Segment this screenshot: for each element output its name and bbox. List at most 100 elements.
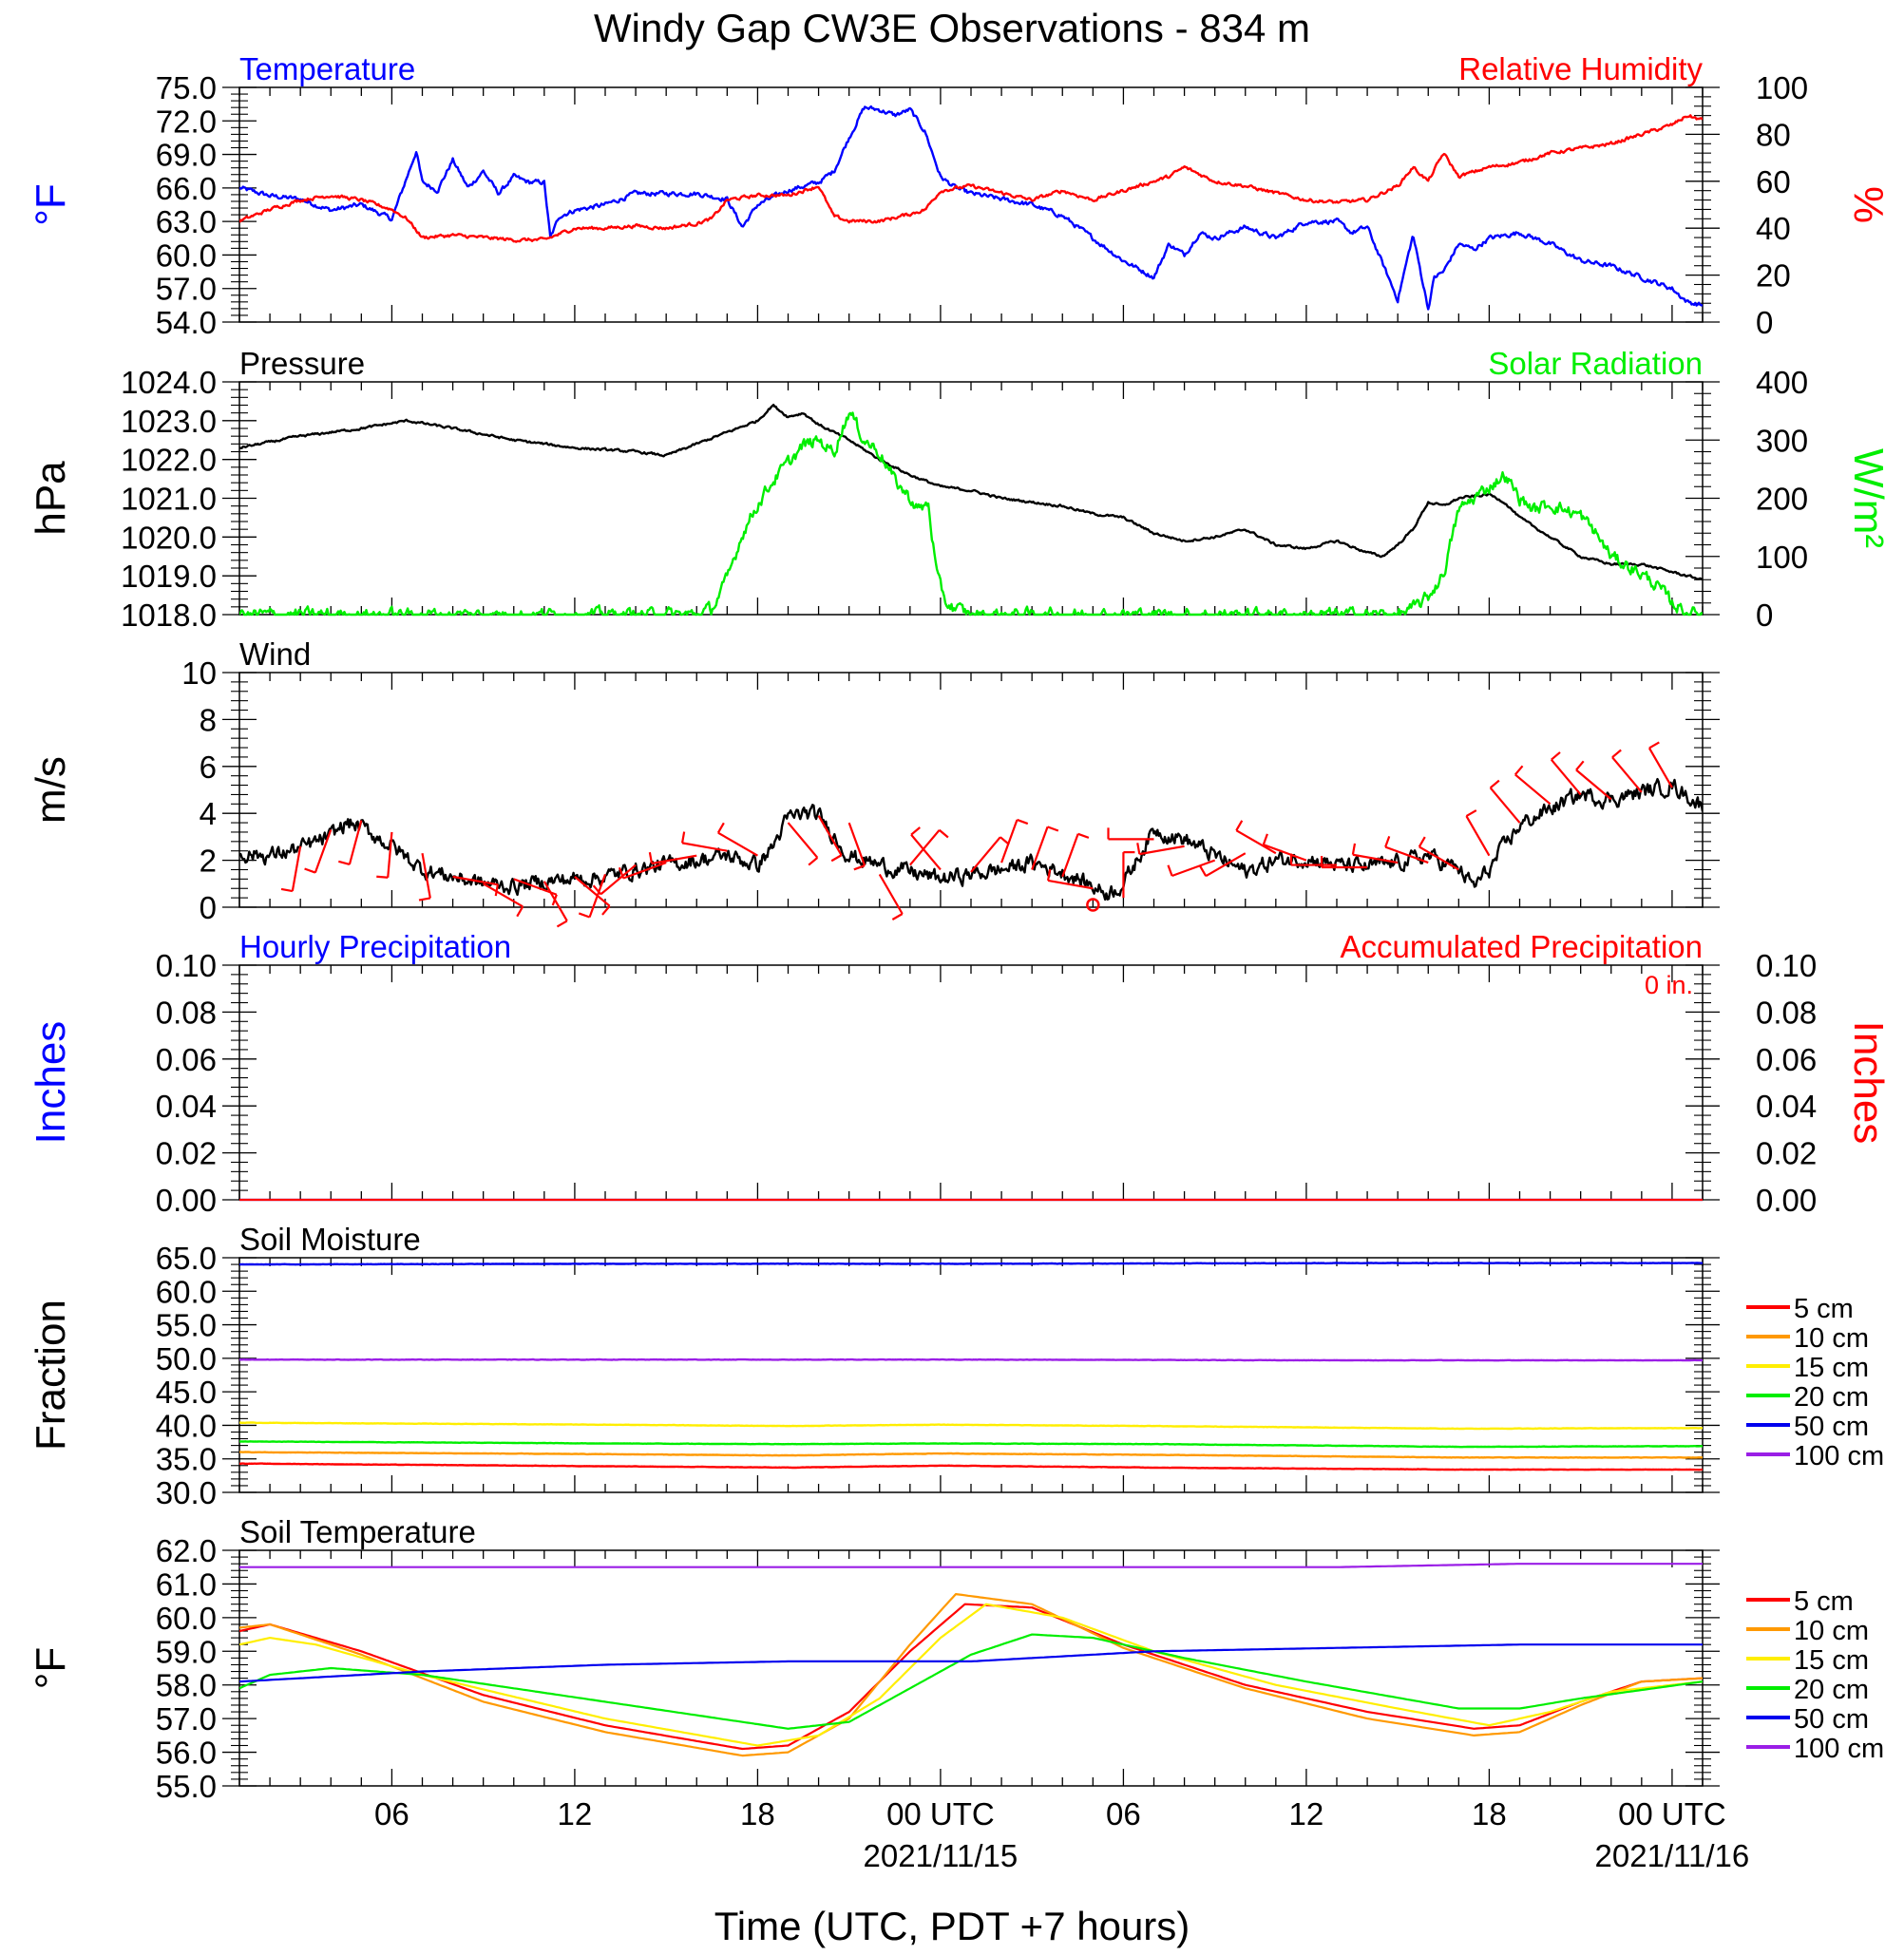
y-tick-label: 0 [200,890,217,925]
wind-barb [1031,826,1059,870]
wind-barb-staff [1514,773,1552,806]
wind-barb-staff [387,831,393,878]
y-axis-label: hPa [28,461,74,536]
y-right-tick-label: 300 [1756,423,1808,458]
wind-barb-staff [1611,756,1643,793]
wind-barb-staff [574,876,611,907]
y-axis-label: °F [28,1647,74,1689]
x-tick-label: 06 [374,1796,409,1832]
panel-precip: 0.00 0.02 0.04 0.06 0.08 0.10 0.00 0.02 0.04 0.06… [28,929,1892,1218]
y-tick-label: 1024.0 [121,365,217,400]
wind-barb-flag [418,897,431,902]
wind-barb-flag [648,851,654,864]
wind-barb-flag [578,912,590,919]
wind-barb-staff [1647,747,1673,788]
y-tick-label: 35.0 [156,1442,217,1477]
x-tick-date: 2021/11/16 [1595,1838,1750,1873]
x-tick-label: 12 [1289,1796,1324,1832]
x-tick-label: 00 UTC [886,1796,995,1832]
series-line-4 [239,1262,1703,1266]
wind-barb-flag [1514,765,1524,776]
legend-item: 15 cm [1746,1645,1869,1676]
wind-barb-flag [910,826,921,836]
legend-item: 5 cm [1746,1586,1854,1617]
legend-item: 20 cm [1746,1675,1869,1705]
wind-barb [1167,859,1216,878]
y-tick-label: 63.0 [156,204,217,239]
wind-barb-flag [1167,864,1173,877]
y-axis-right-label: W/m² [1845,448,1892,548]
wind-barb-staff [421,852,431,899]
wind-barb-flag [618,866,625,879]
wind-barb-flag [1017,818,1029,826]
legend-label: 15 cm [1794,1645,1869,1676]
wind-barb-staff [1384,845,1429,864]
y-tick-label: 0.10 [156,948,217,983]
series-line-0 [239,1462,1703,1471]
wind-barb [1107,827,1154,841]
y-tick-label: 6 [200,750,217,785]
x-tick-label: 12 [558,1796,593,1832]
plot-frame [238,381,1704,616]
y-tick-label: 59.0 [156,1634,217,1669]
wind-barb [1351,843,1399,864]
wind-barb [578,874,607,919]
panel-title-left: Soil Temperature [239,1514,476,1549]
y-tick-label: 61.0 [156,1566,217,1602]
wind-barb-staff [1550,758,1582,796]
x-tick-date: 2021/11/15 [864,1838,1019,1873]
wind-barb-staff [681,842,728,852]
wind-barb-staff [817,815,843,856]
y-tick-label: 50.0 [156,1341,217,1376]
wind-barb [1575,760,1612,801]
legend-label: 15 cm [1794,1353,1869,1383]
wind-barb [787,822,819,866]
legend-label: 20 cm [1794,1382,1869,1413]
y-tick-label: 1019.0 [121,559,217,594]
x-tick-label: 00 UTC [1618,1796,1726,1832]
wind-barb [592,864,637,896]
legend-label: 20 cm [1794,1675,1869,1705]
panel-wind: 0 2 4 6 8 10 Wind m/s [28,636,1720,928]
panel-title-left: Hourly Precipitation [239,929,511,964]
wind-barb-flag [1489,779,1500,789]
y-right-tick-label: 100 [1756,540,1808,575]
wind-barb [483,883,524,918]
wind-barb-flag [1611,749,1622,759]
wind-barb-flag [1199,865,1208,877]
legend-item: 10 cm [1746,1323,1869,1354]
y-axis-label: Fraction [28,1300,74,1451]
y-tick-label: 30.0 [156,1475,217,1510]
wind-barb-flag [304,867,316,874]
legend-label: 10 cm [1794,1616,1869,1646]
legend-item: 100 cm [1746,1734,1884,1764]
y-tick-label: 62.0 [156,1533,217,1568]
calm-wind-marker [1086,898,1100,912]
wind-barb [878,873,904,921]
wind-barb [716,822,758,857]
plot-frame [238,1549,1704,1787]
y-tick-label: 72.0 [156,104,217,139]
y-tick-label: 69.0 [156,138,217,173]
legend-item: 5 cm [1746,1294,1854,1324]
y-tick-label: 1018.0 [121,598,217,633]
y-right-tick-label: 60 [1756,164,1791,199]
y-tick-label: 57.0 [156,272,217,307]
panel-soilt: 55.056.057.058.059.060.061.062.0 Soil Tem… [28,1514,1884,1804]
wind-barb [1136,843,1185,856]
series-line-5 [239,1357,1703,1362]
wind-barb-flag [1465,809,1477,818]
series-line-1 [239,1592,1703,1757]
y-tick-label: 1020.0 [121,520,217,555]
wind-barb-flag [1418,836,1426,848]
y-tick-label: 60.0 [156,237,217,273]
y-tick-label: 57.0 [156,1701,217,1737]
panel-title-right: Accumulated Precipitation [1340,929,1703,964]
plot-frame [238,964,1704,1201]
wind-barb-staff [348,820,363,865]
wind-barb [543,881,568,928]
y-right-tick-label: 0.00 [1756,1183,1817,1218]
legend-label: 50 cm [1794,1412,1869,1442]
